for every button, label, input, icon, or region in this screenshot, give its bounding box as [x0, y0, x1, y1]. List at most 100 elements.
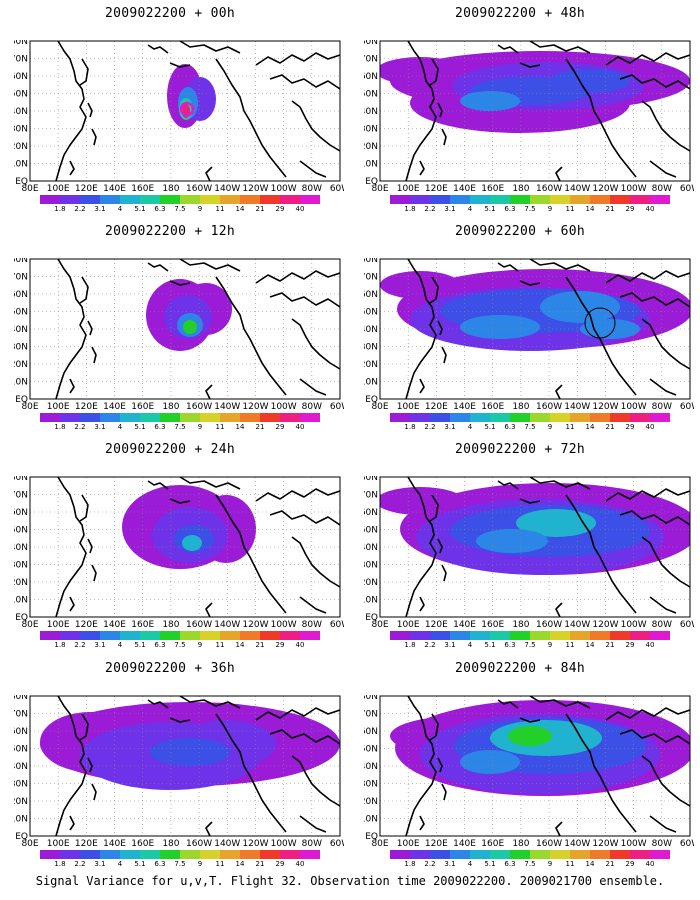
- lat-tick-label: 50N: [364, 526, 378, 536]
- colorbar-swatch: [590, 850, 610, 859]
- colorbar-label: 29: [625, 205, 635, 213]
- lat-tick-label: 60N: [14, 290, 28, 300]
- colorbar-swatch: [470, 413, 490, 422]
- colorbar-swatch: [80, 413, 100, 422]
- colorbar-label: 9: [197, 641, 203, 649]
- lat-tick-label: 20N: [14, 578, 28, 588]
- colorbar-label: 9: [197, 205, 203, 213]
- coastline: [147, 262, 169, 272]
- lat-tick-label: 10N: [364, 815, 378, 825]
- lon-tick-label: 120E: [425, 184, 448, 194]
- lon-tick-label: 100E: [397, 402, 420, 412]
- lon-tick-label: 80E: [371, 184, 388, 194]
- lon-tick-label: 80W: [302, 184, 322, 194]
- lat-tick-label: 80N: [14, 40, 28, 47]
- colorbar-label: 5.1: [484, 860, 496, 868]
- variance-contour: [460, 91, 520, 111]
- colorbar-label: 21: [605, 205, 615, 213]
- coastline: [255, 488, 340, 502]
- colorbar-swatch: [280, 850, 300, 859]
- lat-tick-label: 40N: [364, 543, 378, 553]
- colorbar-label: 2.2: [424, 860, 436, 868]
- colorbar-label: 14: [585, 641, 595, 649]
- colorbar-label: 3.1: [94, 860, 106, 868]
- lat-tick-label: 60N: [364, 72, 378, 82]
- colorbar-swatch: [220, 631, 240, 640]
- coastline: [69, 596, 75, 612]
- panel-title: 2009022200 + 48h: [454, 6, 586, 21]
- colorbar-label: 2.2: [74, 860, 86, 868]
- colorbar-label: 40: [295, 205, 305, 213]
- coastline: [649, 160, 677, 178]
- lon-tick-label: 100W: [621, 620, 647, 630]
- lat-tick-label: 80N: [364, 476, 378, 483]
- lon-tick-label: 80W: [652, 839, 672, 849]
- colorbar: 1.8 2.2 3.1 4 5.1 6.3 7.5 9 11 14 21 29 40: [390, 850, 690, 871]
- colorbar-label: 3.1: [444, 641, 456, 649]
- colorbar-label: 5.1: [484, 423, 496, 431]
- colorbar-label: 21: [255, 423, 265, 431]
- coastline: [269, 292, 340, 308]
- colorbar-label: 1.8: [54, 860, 66, 868]
- colorbar-swatch: [550, 413, 570, 422]
- lon-tick-label: 160W: [186, 620, 212, 630]
- coastline: [441, 128, 447, 146]
- lon-tick-label: 160W: [536, 839, 562, 849]
- lon-tick-label: 80E: [371, 839, 388, 849]
- colorbar-label: 3.1: [444, 860, 456, 868]
- lat-tick-label: 20N: [14, 360, 28, 370]
- panel-84h: 2009022200 + 84h 80N 70N 60N 50N 40N 30N 20N 10…: [350, 655, 694, 877]
- colorbar-label: 21: [605, 423, 615, 431]
- lat-tick-label: 50N: [14, 308, 28, 318]
- colorbar-swatch: [260, 850, 280, 859]
- colorbar-label: 4: [467, 205, 473, 213]
- lon-tick-label: 100E: [47, 184, 70, 194]
- colorbar-swatch: [390, 195, 410, 204]
- lon-tick-label: 80E: [21, 839, 38, 849]
- colorbar-swatch: [220, 850, 240, 859]
- lon-tick-label: 160E: [131, 620, 154, 630]
- lat-tick-label: 10N: [14, 815, 28, 825]
- colorbar-label: 11: [565, 205, 575, 213]
- lat-tick-label: 80N: [14, 695, 28, 702]
- coastline: [641, 100, 690, 152]
- coastline: [91, 128, 97, 146]
- colorbar-label: 4: [117, 641, 123, 649]
- coastline: [299, 160, 327, 178]
- lon-tick-label: 100E: [47, 839, 70, 849]
- lat-tick-label: 20N: [364, 360, 378, 370]
- lon-tick-label: 100E: [397, 620, 420, 630]
- coastline: [291, 318, 340, 370]
- lon-tick-label: 160W: [186, 402, 212, 412]
- lon-tick-label: 140E: [103, 402, 126, 412]
- colorbar-label: 29: [275, 423, 285, 431]
- colorbar-label: 14: [235, 205, 245, 213]
- panel-title: 2009022200 + 24h: [104, 442, 236, 457]
- colorbar-label: 6.3: [504, 423, 516, 431]
- lon-tick-label: 120E: [75, 184, 98, 194]
- coastline: [437, 538, 443, 554]
- variance-contour: [540, 291, 620, 323]
- coastline: [179, 477, 241, 490]
- colorbar-swatch: [80, 850, 100, 859]
- coastline: [299, 378, 327, 396]
- lon-tick-label: 100E: [397, 839, 420, 849]
- coastline: [69, 160, 75, 176]
- coastline: [419, 378, 425, 394]
- coastline: [441, 564, 447, 582]
- lat-tick-label: 60N: [364, 727, 378, 737]
- lon-tick-label: 100W: [621, 184, 647, 194]
- colorbar-swatch: [60, 631, 80, 640]
- lat-tick-label: 40N: [364, 762, 378, 772]
- colorbar-label: 21: [605, 641, 615, 649]
- colorbar-swatch: [570, 195, 590, 204]
- coastline: [529, 477, 591, 490]
- colorbar-swatch: [160, 631, 180, 640]
- coastline: [437, 320, 443, 336]
- coastline: [79, 713, 89, 741]
- coastline: [565, 494, 637, 614]
- lat-tick-label: 30N: [364, 780, 378, 790]
- colorbar: 1.8 2.2 3.1 4 5.1 6.3 7.5 9 11 14 21 29 40: [40, 850, 340, 871]
- lon-tick-label: 160W: [536, 620, 562, 630]
- colorbar-swatch: [390, 413, 410, 422]
